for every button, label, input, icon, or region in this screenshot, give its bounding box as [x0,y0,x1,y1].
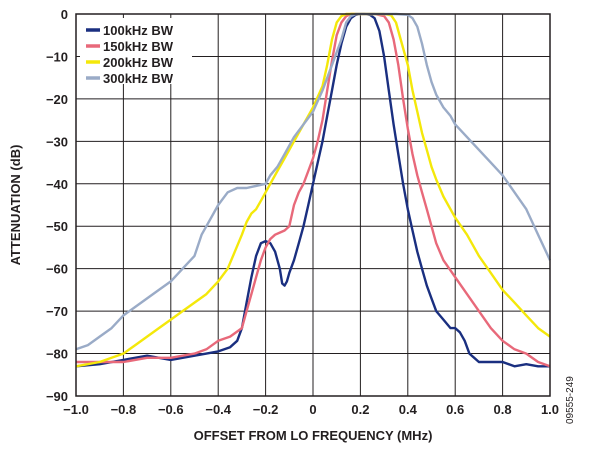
series-lines [75,12,552,368]
x-tick-label: −0.2 [253,402,279,417]
figure-id: 09555-249 [565,376,576,424]
x-tick-label: 0 [309,402,316,417]
y-tick-label: −50 [46,219,68,234]
y-tick-label: −80 [46,347,68,362]
x-tick-label: 0.2 [351,402,369,417]
series-line-150khz-bw [76,12,551,368]
x-tick-label: 0.8 [494,402,512,417]
y-tick-label: 0 [61,7,68,22]
legend-label-200khz-bw: 200kHz BW [103,55,174,70]
x-tick-label: −0.8 [111,402,137,417]
legend-label-150khz-bw: 150kHz BW [103,39,174,54]
y-tick-label: −90 [46,389,68,404]
x-tick-label: −0.6 [158,402,184,417]
y-axis-title: ATTENUATION (dB) [8,145,23,266]
series-line-200khz-bw [75,12,551,368]
x-tick-labels: −1.0 −0.8 −0.6 −0.4 −0.2 0 0.2 0.4 0.6 0.8 1.0 [63,402,559,417]
y-tick-label: −20 [46,92,68,107]
x-tick-label: 0.4 [399,402,418,417]
y-tick-label: −30 [46,134,68,149]
y-tick-label: −10 [46,49,68,64]
plot-frame [75,13,551,397]
x-tick-label: 0.6 [446,402,464,417]
legend-label-300khz-bw: 300kHz BW [103,71,174,86]
x-axis-title: OFFSET FROM LO FREQUENCY (MHz) [194,428,433,443]
y-tick-label: −40 [46,177,68,192]
x-tick-label: 1.0 [541,402,559,417]
legend-label-100khz-bw: 100kHz BW [103,23,174,38]
series-line-300khz-bw [75,12,552,351]
y-tick-labels: 0 −10 −20 −30 −40 −50 −60 −70 −80 −90 [46,7,68,404]
y-tick-label: −70 [46,304,68,319]
y-tick-label: −60 [46,262,68,277]
x-tick-label: −1.0 [63,402,89,417]
x-tick-label: −0.4 [205,402,231,417]
